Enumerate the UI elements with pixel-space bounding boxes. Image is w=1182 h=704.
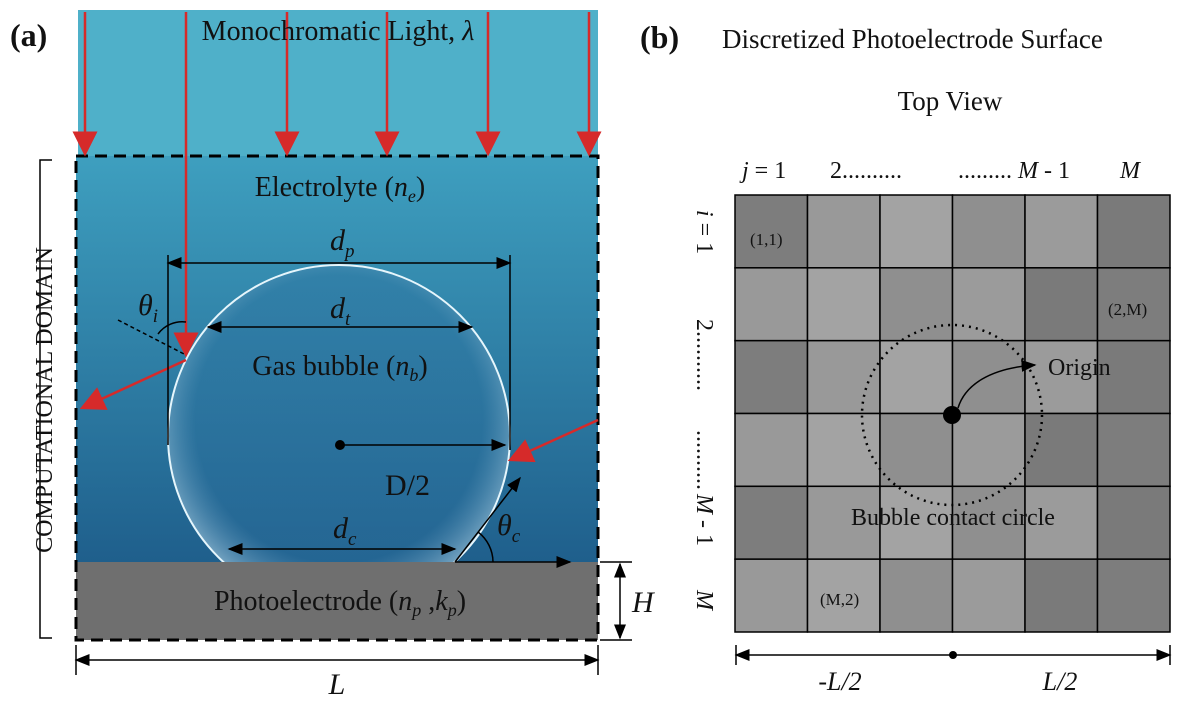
label: d (333, 512, 349, 545)
grid-cell (953, 195, 1026, 268)
cell-label: (2,M) (1108, 300, 1147, 319)
label: j (739, 158, 749, 184)
label: = 1 (749, 158, 787, 184)
label: p (446, 600, 457, 620)
svg-text:......... M - 1: ......... M - 1 (958, 158, 1070, 184)
grid-cell (1025, 268, 1098, 341)
svg-text:M - 1: M - 1 (691, 493, 717, 546)
grid-cell (1098, 414, 1171, 487)
label: ) (416, 172, 425, 203)
grid-cell (880, 195, 953, 268)
circle-label: Bubble contact circle (851, 505, 1055, 531)
panel-label: (a) (10, 17, 47, 53)
grid-cell (1098, 486, 1171, 559)
label: b (409, 365, 418, 385)
grid-cell (953, 414, 1026, 487)
cell-label: (M,2) (820, 590, 859, 609)
right-label: L/2 (1042, 667, 1078, 696)
radius-label: D/2 (385, 469, 430, 502)
grid-cell (735, 559, 808, 632)
label: Monochromatic Light, (202, 16, 463, 47)
grid-cell (808, 341, 881, 414)
label: 2.......... (830, 158, 902, 184)
height-label: H (631, 586, 656, 619)
panel-label: (b) (640, 19, 679, 55)
grid-cell (880, 414, 953, 487)
light-label: Monochromatic Light, λ (202, 16, 475, 47)
label: 2.......... (691, 319, 717, 391)
label: ......... (958, 158, 1018, 184)
grid-cell (1098, 195, 1171, 268)
label: Gas bubble ( (252, 351, 395, 382)
row-labels: i = 1 2.......... .......... M - 1 M (691, 210, 717, 612)
label: i (691, 210, 717, 217)
origin-dot (943, 406, 961, 424)
label: p (343, 241, 355, 262)
grid-cell (880, 341, 953, 414)
label: θ (138, 289, 153, 322)
label: n (394, 172, 408, 203)
label: t (345, 309, 351, 330)
grid-cell (953, 268, 1026, 341)
grid-cell (880, 559, 953, 632)
grid-cell (735, 486, 808, 559)
label: c (512, 526, 521, 547)
label: n (398, 586, 412, 617)
cell-label: (1,1) (750, 230, 783, 249)
electrode-label: Photoelectrode (np ,kp) (214, 586, 466, 620)
label: M (1017, 158, 1040, 184)
label: ) (418, 351, 427, 382)
label: e (408, 186, 416, 206)
grid-cell (1025, 559, 1098, 632)
panel-title: Discretized Photoelectrode Surface (722, 24, 1103, 54)
axis-center (949, 651, 957, 659)
grid-cell (880, 268, 953, 341)
column-labels: j = 1 2.......... ......... M - 1 M (739, 158, 1142, 184)
grid-cell (808, 195, 881, 268)
domain-label: COMPUTATIONAL DOMAIN (32, 247, 58, 553)
grid-cell (735, 341, 808, 414)
left-label: -L/2 (818, 667, 861, 696)
length-label: L (328, 668, 346, 699)
label: M (1119, 158, 1142, 184)
label: - 1 (1038, 158, 1070, 184)
label: .......... (691, 430, 717, 490)
label: ) (457, 586, 466, 617)
label: λ (461, 16, 474, 47)
label: M (691, 493, 717, 516)
label: p (410, 600, 421, 620)
panel-b: (b) Discretized Photoelectrode Surface T… (640, 19, 1170, 696)
svg-text:i = 1: i = 1 (691, 210, 717, 254)
panel-subtitle: Top View (898, 86, 1003, 116)
label: Electrolyte ( (255, 172, 394, 203)
grid-cell (953, 559, 1026, 632)
label: k (435, 586, 448, 617)
grid-cell (735, 414, 808, 487)
label: , (421, 586, 435, 617)
bubble-center (335, 440, 345, 450)
grid-cell (953, 341, 1026, 414)
grid-cell (1025, 195, 1098, 268)
electrolyte-label: Electrolyte (ne) (255, 172, 425, 206)
origin-label: Origin (1048, 355, 1111, 381)
label: d (330, 224, 346, 257)
label: c (348, 529, 357, 550)
grid-cell (808, 268, 881, 341)
label: = 1 (691, 217, 717, 255)
label: M (691, 589, 717, 612)
label: i (153, 306, 158, 327)
figure: (a) Monochromatic Light, λ Electrolyte (… (0, 0, 1182, 699)
label: θ (497, 509, 512, 542)
svg-text:j = 1: j = 1 (739, 158, 786, 184)
grid-cell (735, 268, 808, 341)
bubble-label: Gas bubble (nb) (252, 351, 427, 385)
panel-a: (a) Monochromatic Light, λ Electrolyte (… (10, 10, 656, 699)
grid-cell (1098, 559, 1171, 632)
label: - 1 (691, 514, 717, 546)
label: d (330, 292, 346, 325)
label: Photoelectrode ( (214, 586, 398, 617)
label: n (395, 351, 409, 382)
